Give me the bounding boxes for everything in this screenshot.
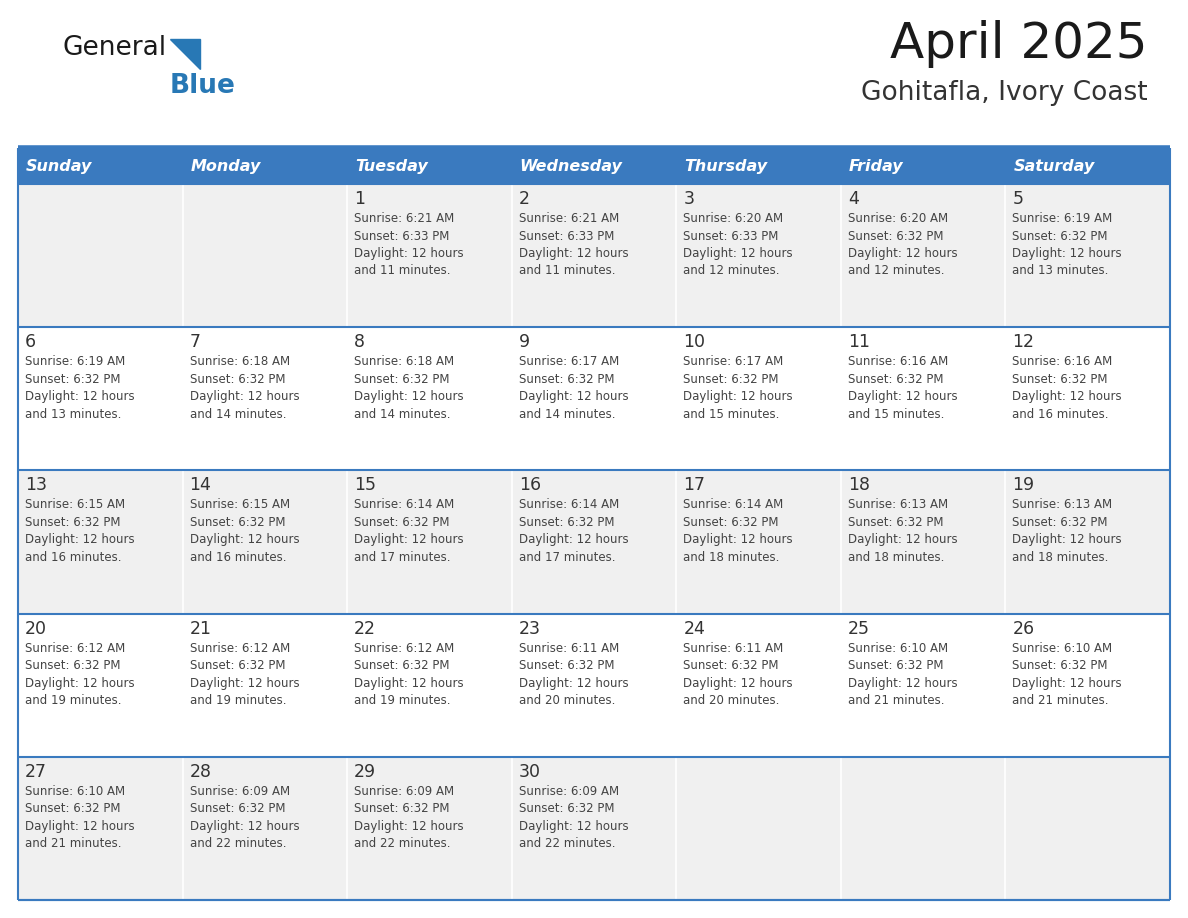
Text: 18: 18 xyxy=(848,476,870,495)
Text: 1: 1 xyxy=(354,190,365,208)
Text: Sunrise: 6:21 AM
Sunset: 6:33 PM
Daylight: 12 hours
and 11 minutes.: Sunrise: 6:21 AM Sunset: 6:33 PM Dayligh… xyxy=(354,212,463,277)
Text: April 2025: April 2025 xyxy=(891,20,1148,68)
Text: 22: 22 xyxy=(354,620,377,638)
Text: Sunrise: 6:10 AM
Sunset: 6:32 PM
Daylight: 12 hours
and 21 minutes.: Sunrise: 6:10 AM Sunset: 6:32 PM Dayligh… xyxy=(1012,642,1121,707)
Text: Sunrise: 6:09 AM
Sunset: 6:32 PM
Daylight: 12 hours
and 22 minutes.: Sunrise: 6:09 AM Sunset: 6:32 PM Dayligh… xyxy=(354,785,463,850)
Text: Sunday: Sunday xyxy=(26,159,93,174)
FancyBboxPatch shape xyxy=(18,184,1170,327)
Text: Sunrise: 6:12 AM
Sunset: 6:32 PM
Daylight: 12 hours
and 19 minutes.: Sunrise: 6:12 AM Sunset: 6:32 PM Dayligh… xyxy=(25,642,134,707)
Text: Sunrise: 6:18 AM
Sunset: 6:32 PM
Daylight: 12 hours
and 14 minutes.: Sunrise: 6:18 AM Sunset: 6:32 PM Dayligh… xyxy=(354,355,463,420)
Text: Sunrise: 6:17 AM
Sunset: 6:32 PM
Daylight: 12 hours
and 15 minutes.: Sunrise: 6:17 AM Sunset: 6:32 PM Dayligh… xyxy=(683,355,792,420)
Text: 14: 14 xyxy=(190,476,211,495)
Text: Sunrise: 6:20 AM
Sunset: 6:32 PM
Daylight: 12 hours
and 12 minutes.: Sunrise: 6:20 AM Sunset: 6:32 PM Dayligh… xyxy=(848,212,958,277)
Text: 29: 29 xyxy=(354,763,377,781)
Text: Saturday: Saturday xyxy=(1013,159,1094,174)
Text: Sunrise: 6:12 AM
Sunset: 6:32 PM
Daylight: 12 hours
and 19 minutes.: Sunrise: 6:12 AM Sunset: 6:32 PM Dayligh… xyxy=(354,642,463,707)
Polygon shape xyxy=(170,39,200,69)
FancyBboxPatch shape xyxy=(18,756,1170,900)
Text: 15: 15 xyxy=(354,476,377,495)
Text: 21: 21 xyxy=(190,620,211,638)
Text: 25: 25 xyxy=(848,620,870,638)
Text: Tuesday: Tuesday xyxy=(355,159,428,174)
Text: 5: 5 xyxy=(1012,190,1023,208)
Text: Sunrise: 6:14 AM
Sunset: 6:32 PM
Daylight: 12 hours
and 17 minutes.: Sunrise: 6:14 AM Sunset: 6:32 PM Dayligh… xyxy=(354,498,463,564)
Text: 2: 2 xyxy=(519,190,530,208)
Text: Sunrise: 6:16 AM
Sunset: 6:32 PM
Daylight: 12 hours
and 16 minutes.: Sunrise: 6:16 AM Sunset: 6:32 PM Dayligh… xyxy=(1012,355,1121,420)
Text: 26: 26 xyxy=(1012,620,1035,638)
Text: Sunrise: 6:20 AM
Sunset: 6:33 PM
Daylight: 12 hours
and 12 minutes.: Sunrise: 6:20 AM Sunset: 6:33 PM Dayligh… xyxy=(683,212,792,277)
FancyBboxPatch shape xyxy=(841,148,1005,184)
Text: 30: 30 xyxy=(519,763,541,781)
Text: 24: 24 xyxy=(683,620,706,638)
Text: 7: 7 xyxy=(190,333,201,352)
Text: 10: 10 xyxy=(683,333,706,352)
Text: 4: 4 xyxy=(848,190,859,208)
FancyBboxPatch shape xyxy=(1005,148,1170,184)
Text: Sunrise: 6:10 AM
Sunset: 6:32 PM
Daylight: 12 hours
and 21 minutes.: Sunrise: 6:10 AM Sunset: 6:32 PM Dayligh… xyxy=(848,642,958,707)
Text: Sunrise: 6:11 AM
Sunset: 6:32 PM
Daylight: 12 hours
and 20 minutes.: Sunrise: 6:11 AM Sunset: 6:32 PM Dayligh… xyxy=(519,642,628,707)
FancyBboxPatch shape xyxy=(512,148,676,184)
Text: 16: 16 xyxy=(519,476,541,495)
FancyBboxPatch shape xyxy=(183,148,347,184)
Text: 11: 11 xyxy=(848,333,870,352)
Text: Sunrise: 6:12 AM
Sunset: 6:32 PM
Daylight: 12 hours
and 19 minutes.: Sunrise: 6:12 AM Sunset: 6:32 PM Dayligh… xyxy=(190,642,299,707)
Text: Sunrise: 6:15 AM
Sunset: 6:32 PM
Daylight: 12 hours
and 16 minutes.: Sunrise: 6:15 AM Sunset: 6:32 PM Dayligh… xyxy=(25,498,134,564)
Text: Sunrise: 6:19 AM
Sunset: 6:32 PM
Daylight: 12 hours
and 13 minutes.: Sunrise: 6:19 AM Sunset: 6:32 PM Dayligh… xyxy=(1012,212,1121,277)
Text: 9: 9 xyxy=(519,333,530,352)
Text: Thursday: Thursday xyxy=(684,159,767,174)
Text: Sunrise: 6:09 AM
Sunset: 6:32 PM
Daylight: 12 hours
and 22 minutes.: Sunrise: 6:09 AM Sunset: 6:32 PM Dayligh… xyxy=(519,785,628,850)
Text: 27: 27 xyxy=(25,763,48,781)
Text: Sunrise: 6:16 AM
Sunset: 6:32 PM
Daylight: 12 hours
and 15 minutes.: Sunrise: 6:16 AM Sunset: 6:32 PM Dayligh… xyxy=(848,355,958,420)
Text: 12: 12 xyxy=(1012,333,1035,352)
Text: Sunrise: 6:18 AM
Sunset: 6:32 PM
Daylight: 12 hours
and 14 minutes.: Sunrise: 6:18 AM Sunset: 6:32 PM Dayligh… xyxy=(190,355,299,420)
Text: Sunrise: 6:15 AM
Sunset: 6:32 PM
Daylight: 12 hours
and 16 minutes.: Sunrise: 6:15 AM Sunset: 6:32 PM Dayligh… xyxy=(190,498,299,564)
Text: 20: 20 xyxy=(25,620,48,638)
Text: Gohitafla, Ivory Coast: Gohitafla, Ivory Coast xyxy=(861,80,1148,106)
Text: Sunrise: 6:21 AM
Sunset: 6:33 PM
Daylight: 12 hours
and 11 minutes.: Sunrise: 6:21 AM Sunset: 6:33 PM Dayligh… xyxy=(519,212,628,277)
Text: 17: 17 xyxy=(683,476,706,495)
FancyBboxPatch shape xyxy=(676,148,841,184)
Text: Sunrise: 6:14 AM
Sunset: 6:32 PM
Daylight: 12 hours
and 18 minutes.: Sunrise: 6:14 AM Sunset: 6:32 PM Dayligh… xyxy=(683,498,792,564)
Text: General: General xyxy=(62,35,166,61)
Text: Sunrise: 6:09 AM
Sunset: 6:32 PM
Daylight: 12 hours
and 22 minutes.: Sunrise: 6:09 AM Sunset: 6:32 PM Dayligh… xyxy=(190,785,299,850)
FancyBboxPatch shape xyxy=(347,148,512,184)
Text: 19: 19 xyxy=(1012,476,1035,495)
Text: 28: 28 xyxy=(190,763,211,781)
Text: 23: 23 xyxy=(519,620,541,638)
FancyBboxPatch shape xyxy=(18,613,1170,756)
Text: Monday: Monday xyxy=(190,159,261,174)
Text: 8: 8 xyxy=(354,333,365,352)
Text: Sunrise: 6:10 AM
Sunset: 6:32 PM
Daylight: 12 hours
and 21 minutes.: Sunrise: 6:10 AM Sunset: 6:32 PM Dayligh… xyxy=(25,785,134,850)
Text: Sunrise: 6:19 AM
Sunset: 6:32 PM
Daylight: 12 hours
and 13 minutes.: Sunrise: 6:19 AM Sunset: 6:32 PM Dayligh… xyxy=(25,355,134,420)
Text: Sunrise: 6:14 AM
Sunset: 6:32 PM
Daylight: 12 hours
and 17 minutes.: Sunrise: 6:14 AM Sunset: 6:32 PM Dayligh… xyxy=(519,498,628,564)
Text: Sunrise: 6:11 AM
Sunset: 6:32 PM
Daylight: 12 hours
and 20 minutes.: Sunrise: 6:11 AM Sunset: 6:32 PM Dayligh… xyxy=(683,642,792,707)
Text: Blue: Blue xyxy=(170,73,236,99)
Text: Sunrise: 6:13 AM
Sunset: 6:32 PM
Daylight: 12 hours
and 18 minutes.: Sunrise: 6:13 AM Sunset: 6:32 PM Dayligh… xyxy=(848,498,958,564)
FancyBboxPatch shape xyxy=(18,327,1170,470)
Text: Wednesday: Wednesday xyxy=(519,159,623,174)
Text: 6: 6 xyxy=(25,333,36,352)
Text: Sunrise: 6:17 AM
Sunset: 6:32 PM
Daylight: 12 hours
and 14 minutes.: Sunrise: 6:17 AM Sunset: 6:32 PM Dayligh… xyxy=(519,355,628,420)
FancyBboxPatch shape xyxy=(18,148,183,184)
Text: 3: 3 xyxy=(683,190,694,208)
Text: Sunrise: 6:13 AM
Sunset: 6:32 PM
Daylight: 12 hours
and 18 minutes.: Sunrise: 6:13 AM Sunset: 6:32 PM Dayligh… xyxy=(1012,498,1121,564)
Text: 13: 13 xyxy=(25,476,48,495)
FancyBboxPatch shape xyxy=(18,470,1170,613)
Text: Friday: Friday xyxy=(849,159,904,174)
